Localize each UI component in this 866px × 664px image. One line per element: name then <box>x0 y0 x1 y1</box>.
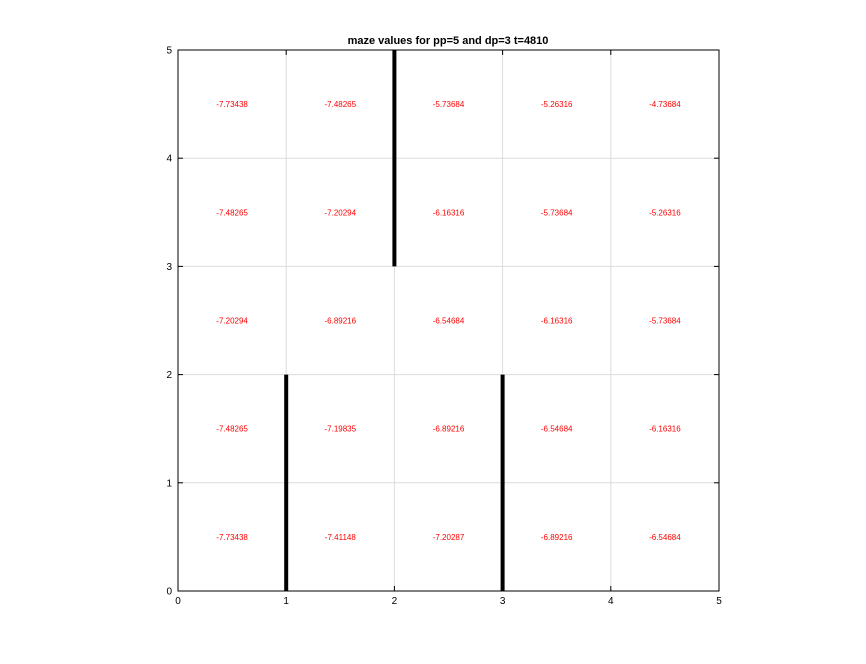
cell-value-label: -5.73684 <box>541 208 573 217</box>
y-tick-label: 2 <box>166 370 172 381</box>
y-tick-label: 0 <box>166 587 172 598</box>
cell-value-label: -7.48265 <box>216 208 248 217</box>
y-tick-label: 4 <box>166 154 172 165</box>
cell-value-label: -6.16316 <box>433 208 465 217</box>
cell-value-label: -6.54684 <box>541 425 573 434</box>
cell-value-label: -6.54684 <box>433 317 465 326</box>
x-tick-label: 3 <box>500 596 506 607</box>
cell-value-label: -7.41148 <box>325 533 357 542</box>
y-tick-label: 1 <box>166 478 172 489</box>
cell-value-label: -7.20294 <box>325 208 357 217</box>
cell-value-label: -7.20294 <box>216 317 248 326</box>
y-tick-label: 5 <box>166 46 172 57</box>
maze-walls <box>284 50 505 591</box>
axes-background <box>178 50 719 591</box>
cell-value-label: -5.26316 <box>541 100 573 109</box>
x-tick-label: 1 <box>283 596 289 607</box>
axes-box <box>177 49 720 592</box>
cell-values: -7.73438 -7.48265 -5.73684 -5.26316 -4.73684… <box>216 100 681 542</box>
cell-value-label: -5.26316 <box>649 208 681 217</box>
cell-value-label: -6.89216 <box>325 317 357 326</box>
cell-value-label: -7.73438 <box>216 533 248 542</box>
cell-value-label: -6.16316 <box>541 317 573 326</box>
y-tick-label: 3 <box>166 262 172 273</box>
cell-value-label: -6.89216 <box>541 533 573 542</box>
x-tick-label: 2 <box>392 596 398 607</box>
cell-value-label: -7.48265 <box>216 425 248 434</box>
chart-title: maze values for pp=5 and dp=3 t=4810 <box>348 35 549 47</box>
cell-value-label: -7.20287 <box>433 533 465 542</box>
cell-value-label: -7.73438 <box>216 100 248 109</box>
x-tick-label: 4 <box>608 596 614 607</box>
cell-value-label: -6.16316 <box>649 425 681 434</box>
cell-value-label: -5.73684 <box>649 317 681 326</box>
axis-ticks: 0 1 2 3 4 5 0 1 2 3 4 5 <box>166 46 722 608</box>
cell-value-label: -6.54684 <box>649 533 681 542</box>
cell-value-label: -4.73684 <box>649 100 681 109</box>
cell-value-label: -7.48265 <box>325 100 357 109</box>
cell-value-label: -7.19835 <box>325 425 357 434</box>
cell-value-label: -6.89216 <box>433 425 465 434</box>
cell-value-label: -5.73684 <box>433 100 465 109</box>
x-tick-label: 5 <box>716 596 722 607</box>
x-tick-label: 0 <box>175 596 181 607</box>
